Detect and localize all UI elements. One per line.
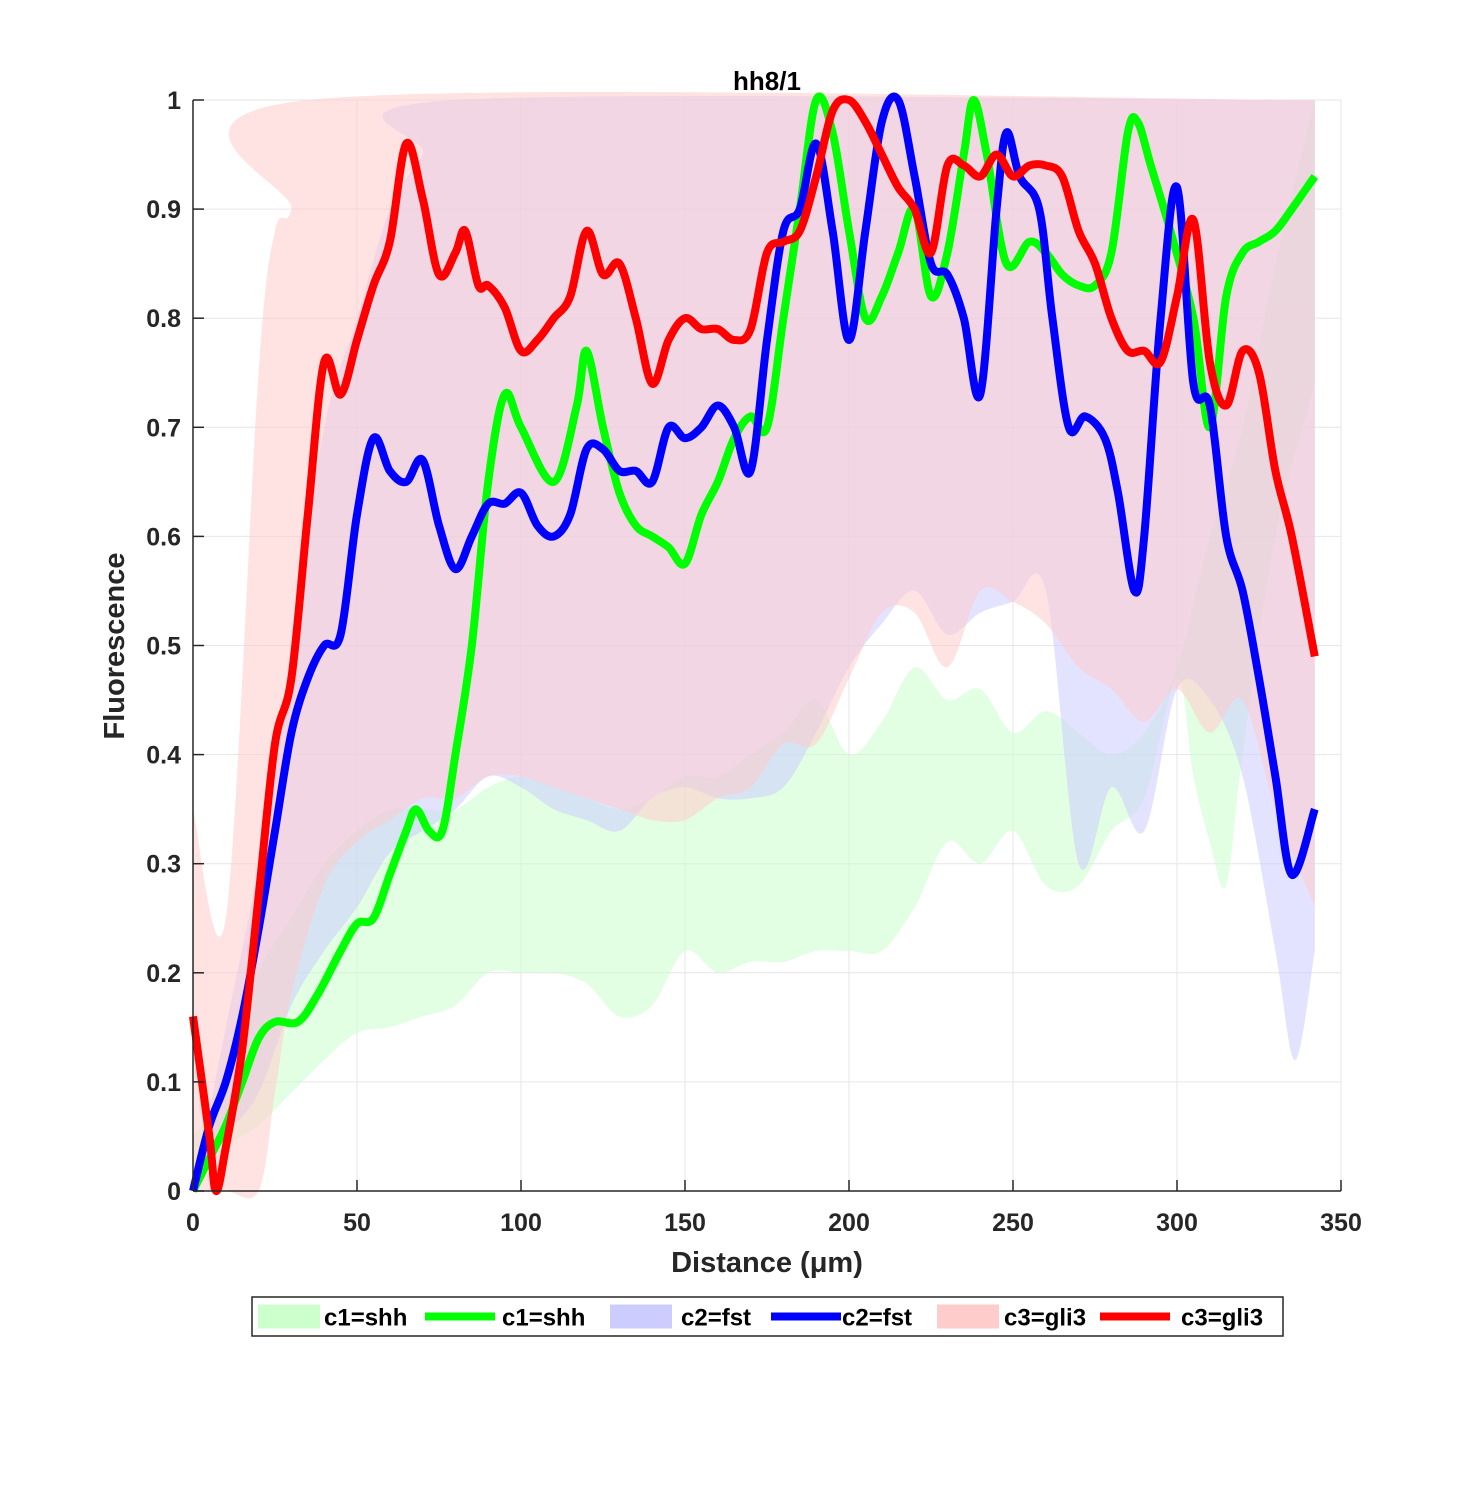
x-tick-label: 0: [186, 1209, 200, 1237]
y-tick-label: 0.3: [146, 851, 181, 879]
legend-swatch-band: [610, 1304, 672, 1329]
band-c3-gli3: [193, 91, 1315, 1199]
y-tick-label: 0.4: [146, 742, 181, 770]
x-tick-label: 300: [1156, 1209, 1198, 1237]
series-line-c1-shh: [189, 92, 1319, 1193]
legend-label: c1=shh: [324, 1305, 407, 1332]
x-tick-label: 250: [992, 1209, 1034, 1237]
x-axis-label: Distance (μm): [671, 1247, 863, 1279]
y-tick-label: 0: [167, 1178, 181, 1206]
x-tick-label: 50: [343, 1209, 371, 1237]
band-c1-shh: [193, 100, 1315, 1191]
axes: [192, 99, 1342, 1192]
y-tick-label: 0.5: [146, 633, 181, 661]
y-tick-label: 0.6: [146, 523, 181, 551]
y-tick-label: 0.1: [146, 1069, 181, 1097]
confidence-bands: [193, 91, 1315, 1199]
y-tick-label: 0.7: [146, 414, 181, 442]
y-tick-label: 0.8: [146, 305, 181, 333]
series-lines: [189, 92, 1319, 1196]
y-tick-label: 0.9: [146, 196, 181, 224]
legend-label: c3=gli3: [1004, 1305, 1086, 1332]
legend-swatch-band: [937, 1304, 999, 1329]
series-line-c2-fst: [189, 92, 1319, 1192]
legend: c1=shh c1=shh c2=fst c2=fst c3=gli3 c3=gli3: [251, 1296, 1284, 1337]
series-line-c3-gli3: [189, 95, 1319, 1196]
legend-label: c2=fst: [681, 1305, 751, 1332]
x-tick-label: 350: [1320, 1209, 1362, 1237]
legend-label: c2=fst: [842, 1305, 912, 1332]
y-axis-label: Fluorescence: [99, 553, 131, 740]
legend-swatch-band: [258, 1304, 320, 1329]
y-tick-label: 1: [167, 87, 181, 115]
x-tick-label: 100: [500, 1209, 542, 1237]
legend-label: c3=gli3: [1181, 1305, 1263, 1332]
legend-label: c1=shh: [502, 1305, 585, 1332]
tick-labels: 0 50 100 150 200 250 300 350 0 0.1 0.2 0.3 0.4 0.5 0.6…: [146, 87, 1362, 1237]
y-tick-label: 0.2: [146, 960, 181, 988]
chart-title: hh8/1: [733, 66, 801, 96]
x-tick-label: 200: [828, 1209, 870, 1237]
x-tick-label: 150: [664, 1209, 706, 1237]
